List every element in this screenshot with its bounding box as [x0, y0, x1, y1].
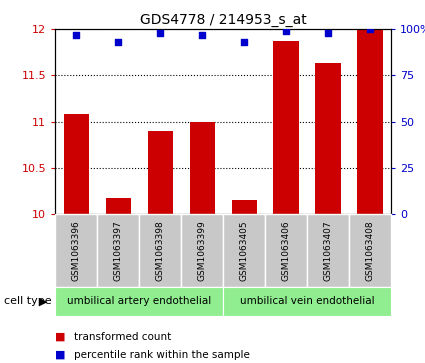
Text: GSM1063399: GSM1063399 — [198, 220, 207, 281]
Text: GSM1063398: GSM1063398 — [156, 220, 164, 281]
Point — [283, 28, 289, 34]
Point — [325, 30, 332, 36]
Point — [199, 32, 206, 37]
Title: GDS4778 / 214953_s_at: GDS4778 / 214953_s_at — [140, 13, 306, 26]
Text: ▶: ▶ — [39, 296, 48, 306]
Text: GSM1063397: GSM1063397 — [114, 220, 123, 281]
Text: percentile rank within the sample: percentile rank within the sample — [74, 350, 250, 360]
Text: transformed count: transformed count — [74, 332, 172, 342]
Text: GSM1063406: GSM1063406 — [282, 220, 291, 281]
Text: cell type: cell type — [4, 296, 52, 306]
Text: umbilical vein endothelial: umbilical vein endothelial — [240, 296, 374, 306]
Text: ■: ■ — [55, 332, 66, 342]
Bar — [315, 63, 340, 214]
Bar — [147, 131, 173, 214]
Point — [367, 26, 374, 32]
Point — [157, 30, 164, 36]
Text: umbilical artery endothelial: umbilical artery endothelial — [67, 296, 211, 306]
Bar — [232, 200, 257, 214]
Bar — [357, 29, 383, 214]
Bar — [105, 197, 131, 214]
Text: GSM1063408: GSM1063408 — [366, 220, 374, 281]
Text: ■: ■ — [55, 350, 66, 360]
Point — [115, 39, 122, 45]
Bar — [273, 41, 299, 214]
Point — [241, 39, 247, 45]
Text: GSM1063396: GSM1063396 — [72, 220, 81, 281]
Bar — [190, 122, 215, 214]
Text: GSM1063407: GSM1063407 — [323, 220, 332, 281]
Bar — [64, 114, 89, 214]
Text: GSM1063405: GSM1063405 — [240, 220, 249, 281]
Point — [73, 32, 79, 37]
